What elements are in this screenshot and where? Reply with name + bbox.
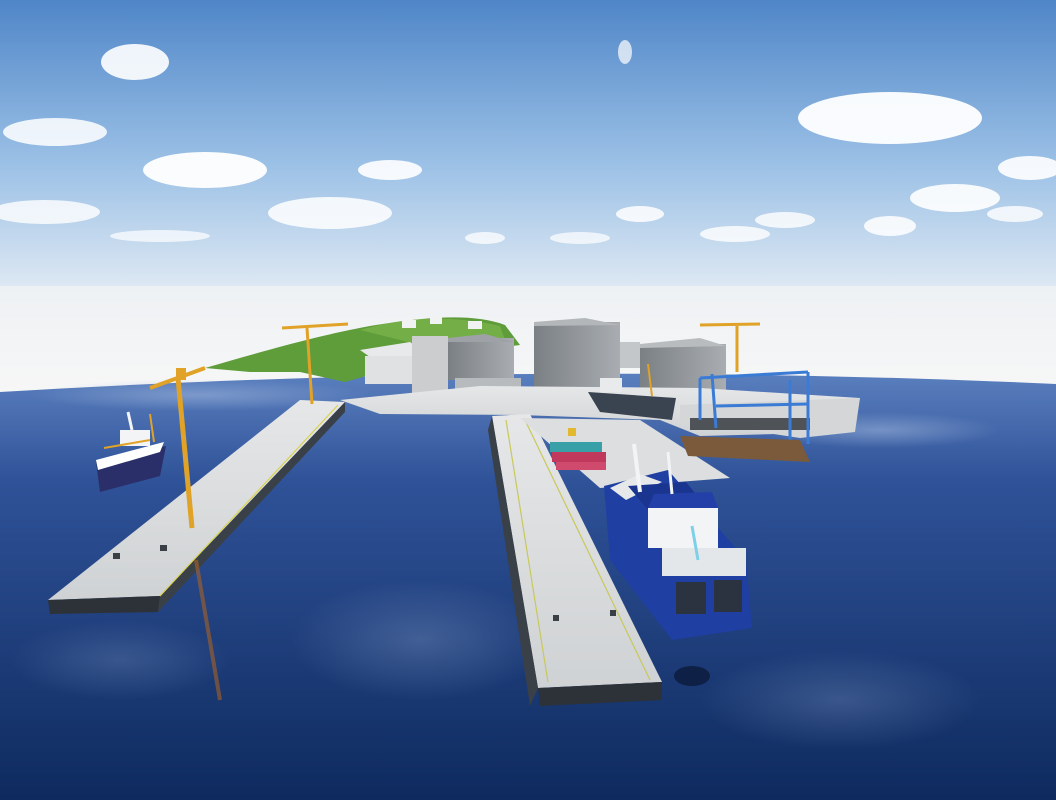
water-reflections <box>10 379 1000 750</box>
tower-crane-left <box>149 366 222 701</box>
forklift <box>568 428 576 436</box>
bollards-center <box>553 610 616 621</box>
tower-crane-back <box>281 322 349 405</box>
gantry-crane <box>698 370 810 444</box>
cargo-containers <box>550 442 606 470</box>
bollards-left <box>113 545 167 559</box>
center-pier <box>492 414 662 688</box>
drydock-vessel <box>680 436 810 462</box>
sky <box>0 0 1056 300</box>
tower-crane-right <box>699 322 761 372</box>
moored-vessel <box>588 363 676 420</box>
blue-service-vessel <box>604 443 752 686</box>
left-pier <box>48 400 345 600</box>
hill-houses <box>402 316 482 329</box>
fishing-boat <box>96 411 166 492</box>
clouds <box>0 40 1056 244</box>
